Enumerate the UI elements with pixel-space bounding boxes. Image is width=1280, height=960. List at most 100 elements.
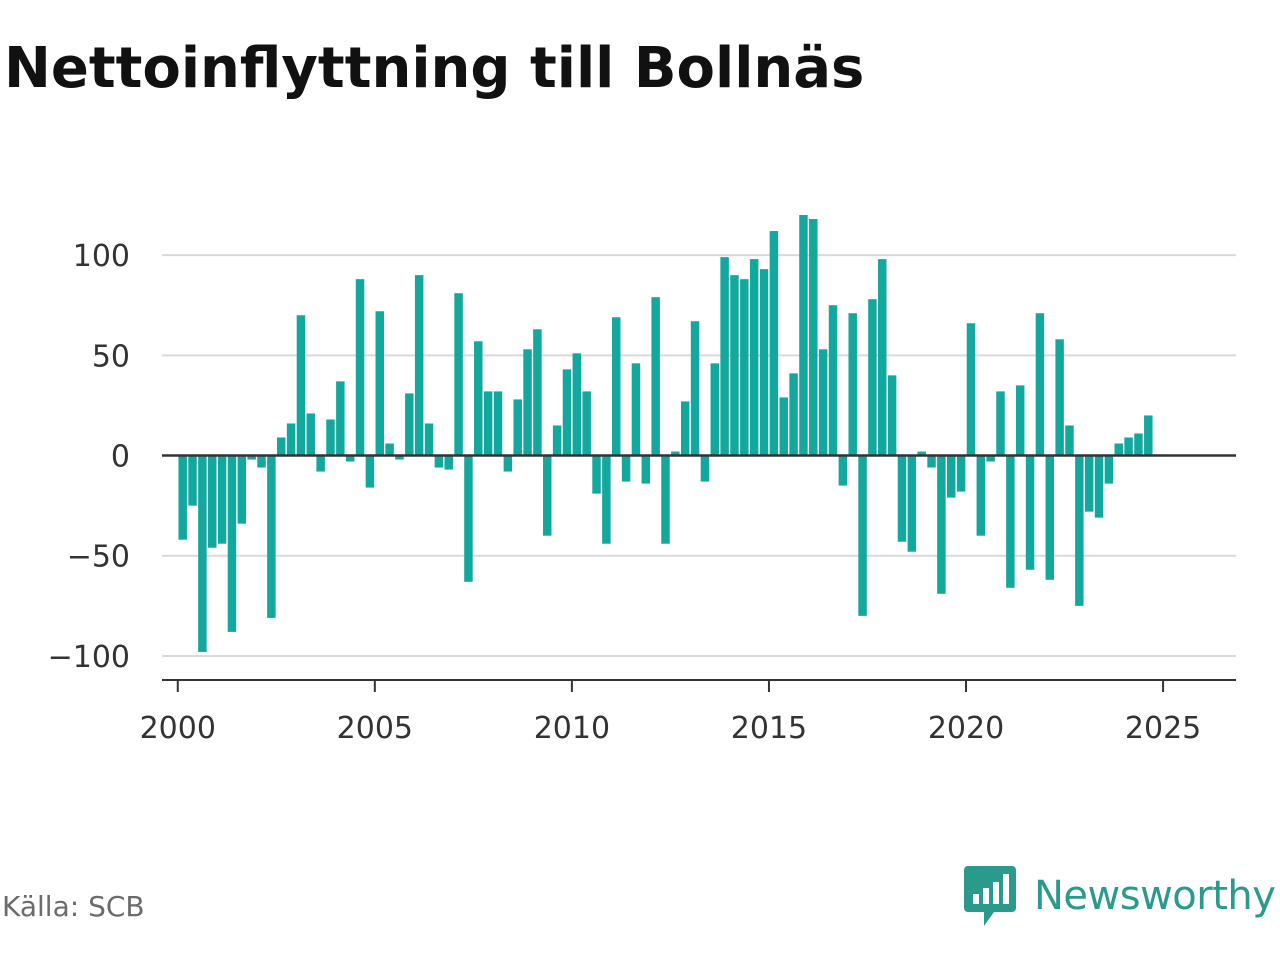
y-tick-label: −50 [67, 540, 130, 575]
bar [1075, 455, 1084, 606]
bar [1025, 455, 1035, 570]
y-tick-label: −100 [48, 640, 130, 675]
bar [651, 297, 660, 456]
bar [237, 455, 247, 524]
x-tick-label: 2015 [731, 711, 807, 746]
bar [198, 455, 207, 652]
bar [414, 275, 424, 456]
bar [631, 363, 641, 456]
bar [227, 455, 237, 632]
bar [740, 279, 749, 456]
bar [1006, 455, 1015, 588]
bar [572, 353, 582, 456]
bar [523, 349, 532, 456]
axes [162, 454, 1236, 692]
bar [937, 455, 946, 594]
bar [611, 317, 621, 456]
bar [996, 391, 1005, 456]
bar [464, 455, 473, 582]
bar [1035, 313, 1045, 456]
bar [217, 455, 227, 544]
bar [336, 381, 345, 456]
bar [828, 305, 838, 456]
bar [799, 215, 808, 456]
bar [474, 341, 483, 456]
bar [749, 259, 759, 456]
bar [769, 231, 779, 456]
bar [1124, 437, 1133, 456]
bar [543, 455, 552, 536]
bar [661, 455, 670, 544]
bar [671, 451, 680, 456]
bar [483, 391, 493, 456]
bar [878, 259, 887, 456]
bar [1045, 455, 1055, 580]
bar [562, 369, 572, 456]
chart-title: Nettoinflyttning till Bollnäs [4, 36, 865, 101]
bar [493, 391, 503, 456]
bar [848, 313, 857, 456]
y-tick-label: 0 [111, 440, 130, 475]
bar [680, 401, 690, 456]
bar [405, 393, 414, 456]
bar [178, 455, 187, 540]
bar [1104, 455, 1114, 484]
bar [1114, 443, 1123, 456]
bar [927, 455, 936, 468]
bar [976, 455, 986, 536]
bar [838, 455, 848, 486]
bar [247, 455, 256, 460]
x-tick-label: 2010 [534, 711, 610, 746]
bar [690, 321, 700, 456]
bar [395, 455, 404, 460]
bar [917, 451, 926, 456]
bar [316, 455, 325, 472]
bars [178, 215, 1153, 652]
y-tick-label: 100 [73, 239, 130, 274]
brand: Newsworthy [964, 864, 1276, 928]
bar [434, 455, 444, 468]
bar [779, 397, 788, 456]
bar [306, 413, 316, 456]
y-axis-labels: 100 50 0 −50 −100 [48, 239, 130, 675]
bar [286, 423, 296, 456]
bar [710, 363, 720, 456]
bar [257, 455, 266, 468]
bar [276, 437, 286, 456]
bar [986, 455, 995, 462]
bar [759, 269, 769, 456]
bar [444, 455, 453, 470]
bar [326, 419, 335, 456]
bar [355, 279, 365, 456]
bar [947, 455, 956, 498]
bar [188, 455, 197, 506]
bar [1055, 339, 1064, 456]
bar [730, 275, 739, 456]
y-tick-label: 50 [92, 339, 130, 374]
bar [552, 425, 562, 456]
bar [1144, 415, 1153, 456]
bar [602, 455, 611, 544]
brand-name: Newsworthy [1034, 873, 1276, 919]
bar [641, 455, 651, 484]
bar [1015, 385, 1025, 456]
x-tick-label: 2005 [337, 711, 413, 746]
bar [1094, 455, 1104, 518]
bar [375, 311, 384, 456]
bar [503, 455, 513, 472]
bar [365, 455, 375, 488]
bar [592, 455, 601, 494]
x-tick-label: 2020 [928, 711, 1004, 746]
bar [858, 455, 867, 616]
bar [1134, 433, 1143, 456]
bar [809, 219, 818, 456]
bar [789, 373, 798, 456]
bar [621, 455, 631, 482]
bar [385, 443, 394, 456]
bar [956, 455, 966, 492]
bar [966, 323, 976, 456]
bar [897, 455, 907, 542]
bar [533, 329, 542, 456]
bar [700, 455, 710, 482]
